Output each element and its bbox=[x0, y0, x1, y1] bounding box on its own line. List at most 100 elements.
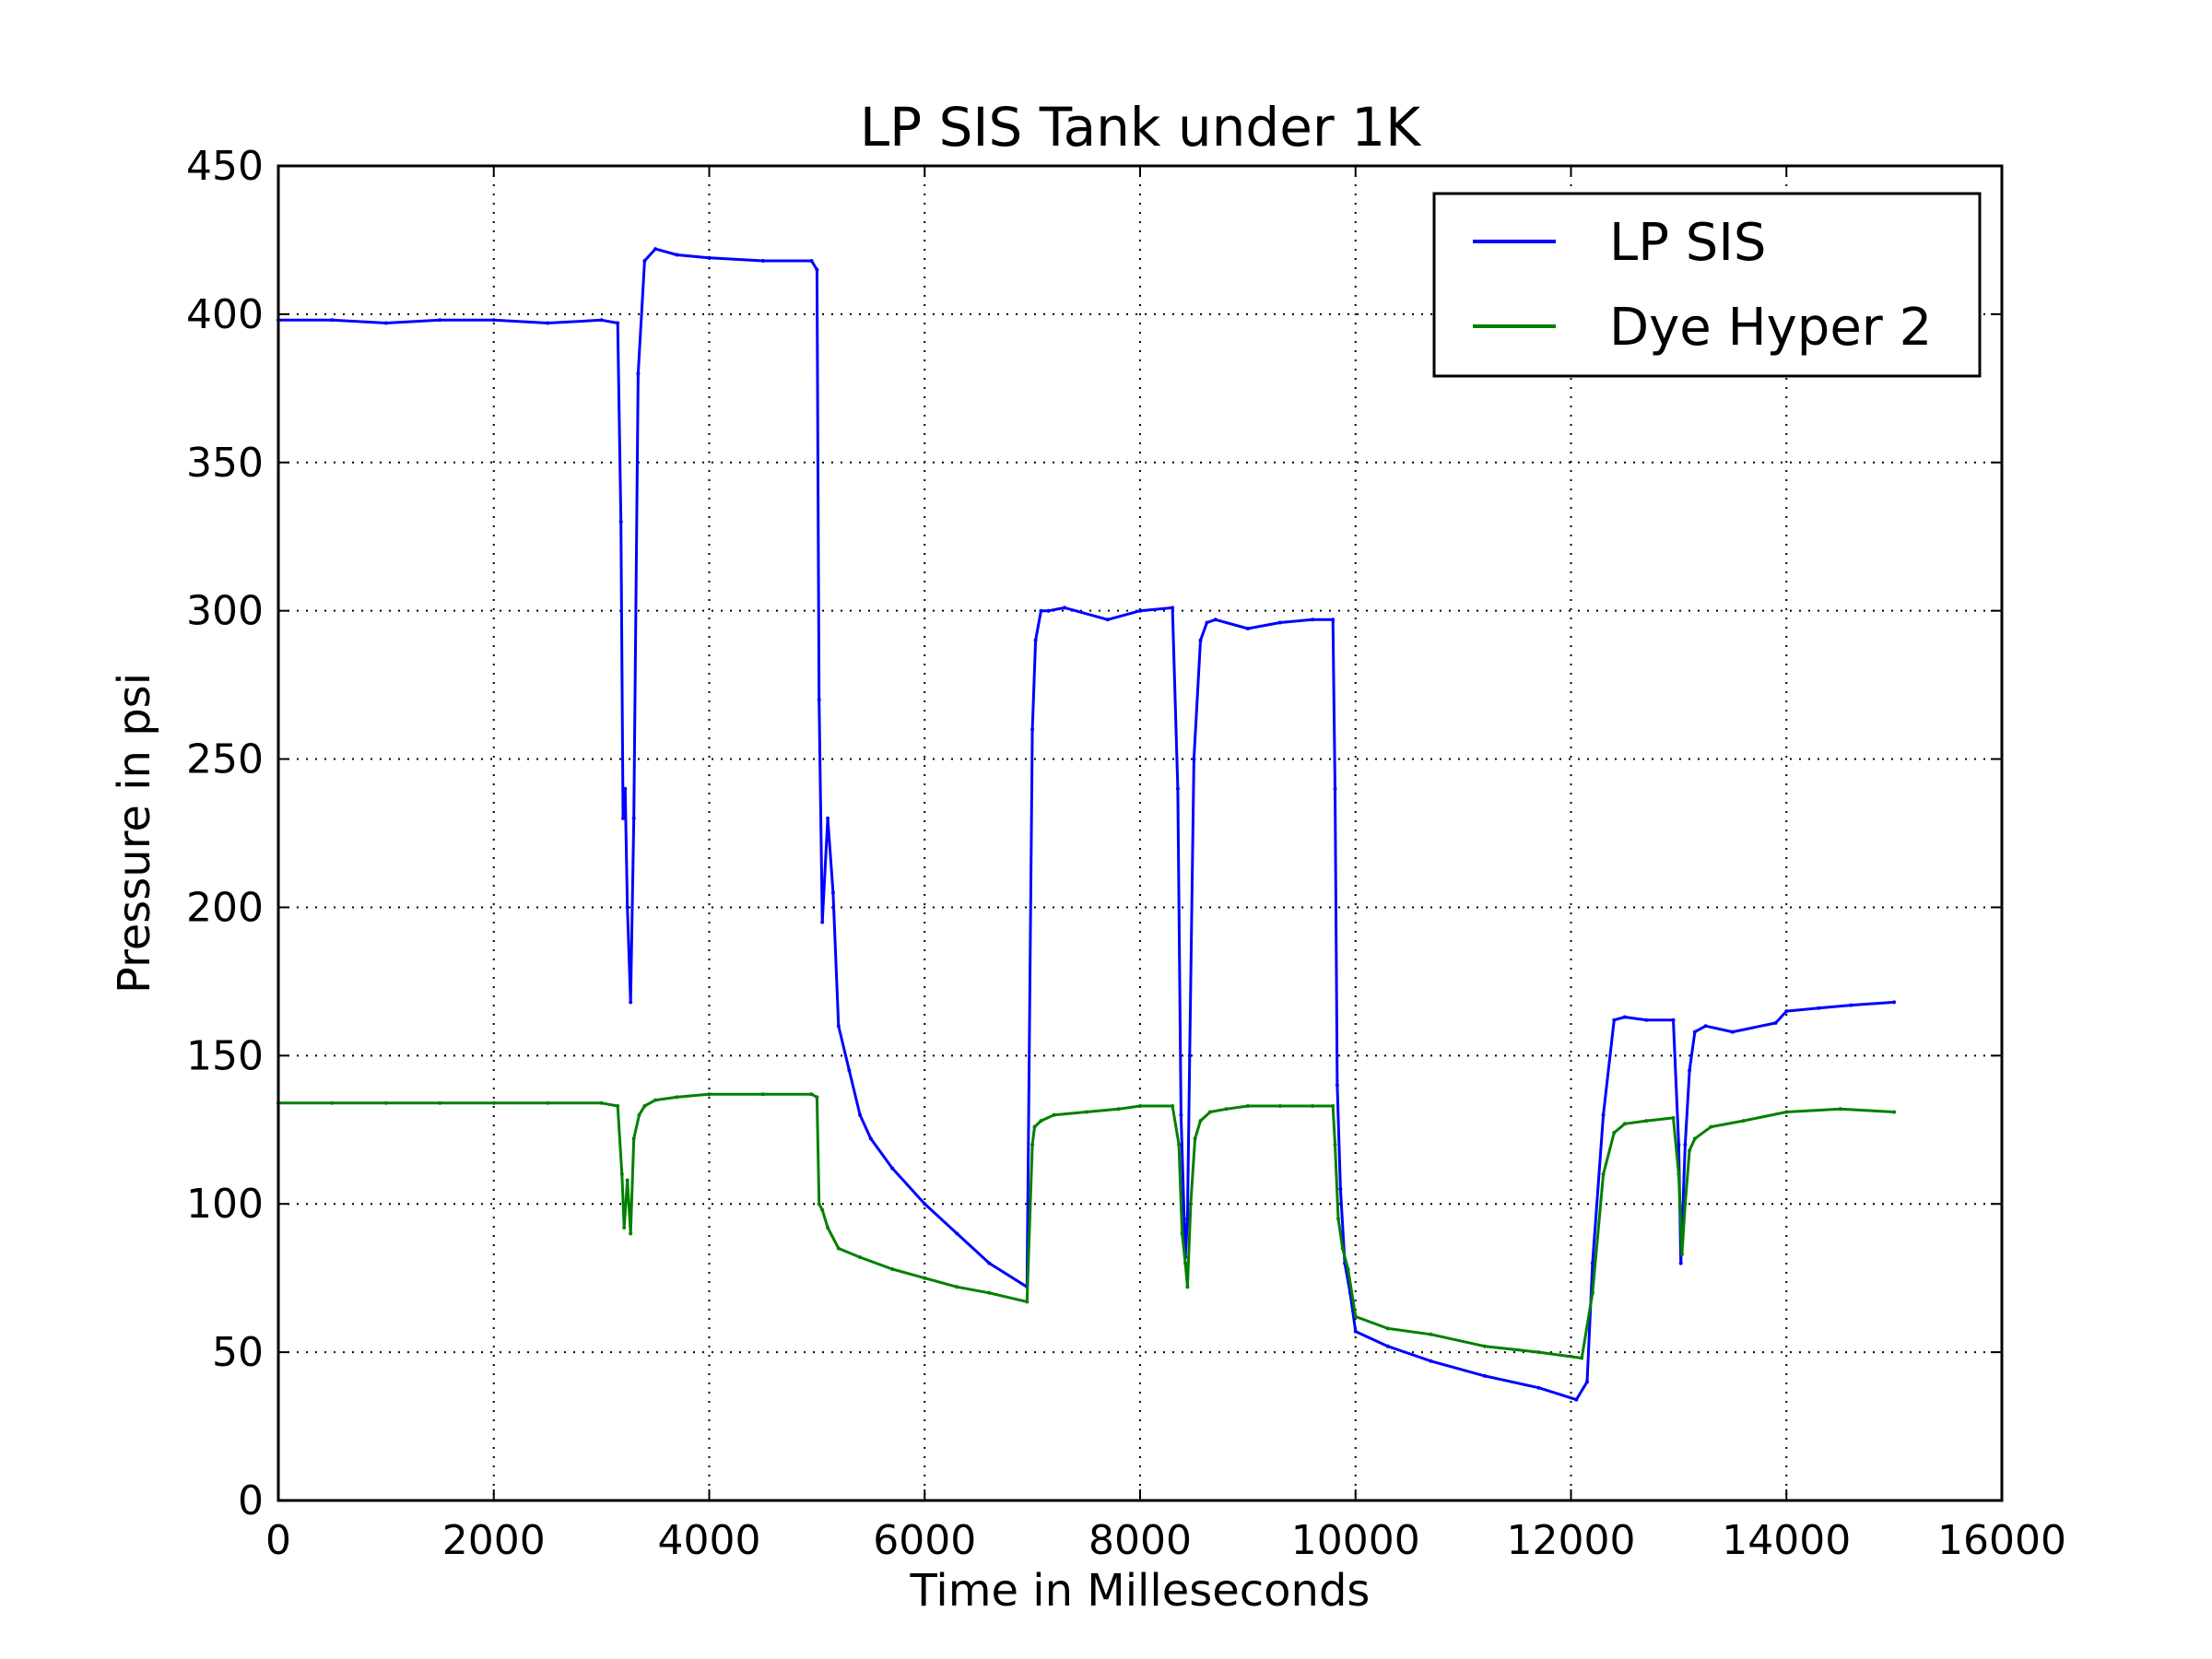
data-point bbox=[1622, 1122, 1627, 1126]
data-point bbox=[1033, 638, 1038, 642]
data-point bbox=[820, 1207, 825, 1212]
data-point bbox=[858, 1112, 863, 1117]
data-point bbox=[809, 259, 814, 263]
grid bbox=[278, 166, 2002, 1500]
data-point bbox=[1336, 1217, 1340, 1221]
data-point bbox=[1580, 1356, 1584, 1360]
data-point bbox=[1052, 1112, 1056, 1117]
data-point bbox=[1198, 1119, 1203, 1124]
data-point bbox=[642, 1104, 647, 1108]
data-point bbox=[847, 1068, 852, 1073]
data-point bbox=[642, 259, 647, 263]
data-point bbox=[1039, 1119, 1043, 1124]
data-point bbox=[1331, 618, 1335, 622]
data-point bbox=[631, 1136, 636, 1141]
data-point bbox=[1030, 1142, 1035, 1147]
data-point bbox=[629, 1000, 633, 1005]
data-point bbox=[707, 255, 712, 260]
x-tick-label: 14000 bbox=[1722, 1517, 1851, 1564]
data-point bbox=[438, 1100, 442, 1105]
data-point bbox=[1193, 1136, 1197, 1141]
data-point bbox=[826, 816, 830, 820]
data-point bbox=[330, 1100, 335, 1105]
x-tick-label: 0 bbox=[265, 1517, 291, 1564]
data-point bbox=[619, 1172, 624, 1176]
x-tick-label: 6000 bbox=[873, 1517, 976, 1564]
y-tick-label: 400 bbox=[186, 291, 264, 338]
data-point bbox=[890, 1166, 895, 1171]
data-point bbox=[1353, 1314, 1358, 1319]
data-point bbox=[1346, 1267, 1350, 1271]
data-point bbox=[1612, 1018, 1617, 1022]
data-point bbox=[675, 253, 679, 257]
series-line-0 bbox=[278, 247, 1895, 1402]
data-point bbox=[1185, 1285, 1190, 1289]
data-point bbox=[1175, 786, 1180, 791]
y-tick-label: 250 bbox=[186, 736, 264, 783]
data-point bbox=[625, 905, 629, 910]
data-point bbox=[923, 1202, 927, 1206]
data-point bbox=[1192, 757, 1196, 761]
data-point bbox=[1277, 1104, 1282, 1108]
series-line-1 bbox=[278, 1092, 1895, 1359]
y-tick-label: 450 bbox=[186, 143, 264, 190]
axis-ticks: 0 2000 4000 6000 8000 10000 12000 14000 16000 0 50… bbox=[186, 143, 2066, 1564]
data-point bbox=[1703, 1024, 1708, 1029]
data-point bbox=[1385, 1344, 1390, 1348]
data-point bbox=[890, 1267, 895, 1271]
data-point bbox=[1644, 1119, 1649, 1124]
data-point bbox=[383, 1100, 388, 1105]
y-tick-label: 200 bbox=[186, 884, 264, 931]
data-point bbox=[1208, 1110, 1212, 1114]
data-point bbox=[1536, 1350, 1541, 1355]
data-point bbox=[1709, 1124, 1713, 1129]
data-point bbox=[1574, 1397, 1579, 1402]
data-point bbox=[675, 1095, 679, 1100]
data-point bbox=[1245, 627, 1250, 630]
data-point bbox=[1838, 1107, 1842, 1112]
x-tick-label: 10000 bbox=[1291, 1517, 1420, 1564]
data-point bbox=[1741, 1119, 1746, 1124]
data-point bbox=[616, 1104, 620, 1108]
data-point bbox=[955, 1285, 959, 1289]
data-point bbox=[1773, 1020, 1778, 1025]
y-tick-label: 0 bbox=[238, 1477, 264, 1524]
data-point bbox=[625, 1178, 629, 1182]
data-point bbox=[1677, 1172, 1681, 1176]
data-point bbox=[1730, 1030, 1735, 1034]
data-point bbox=[1046, 608, 1051, 613]
y-tick-label: 350 bbox=[186, 440, 264, 487]
data-point bbox=[760, 259, 765, 263]
legend-box bbox=[1432, 192, 1982, 378]
y-tick-label: 50 bbox=[212, 1329, 264, 1376]
data-point bbox=[1084, 1110, 1088, 1114]
data-point bbox=[1311, 618, 1314, 622]
data-point bbox=[1692, 1030, 1697, 1034]
data-point bbox=[1105, 618, 1110, 622]
data-point bbox=[383, 321, 388, 325]
data-point bbox=[1892, 1110, 1897, 1114]
data-point bbox=[1032, 1124, 1037, 1129]
data-point bbox=[616, 321, 620, 325]
data-point bbox=[1331, 1104, 1335, 1108]
data-point bbox=[1338, 1187, 1343, 1192]
data-point bbox=[817, 698, 821, 702]
data-point bbox=[1198, 638, 1203, 642]
data-point bbox=[653, 1098, 658, 1102]
data-point bbox=[631, 816, 636, 820]
data-point bbox=[623, 786, 628, 791]
data-point bbox=[836, 1024, 841, 1029]
data-point bbox=[820, 920, 825, 924]
data-point bbox=[1683, 1202, 1688, 1206]
data-point bbox=[1679, 1252, 1684, 1256]
data-point bbox=[1333, 786, 1337, 791]
data-point bbox=[1483, 1373, 1487, 1378]
data-point bbox=[1333, 1142, 1337, 1147]
data-point bbox=[1429, 1359, 1433, 1363]
data-point bbox=[1187, 1053, 1192, 1058]
legend-label: Dye Hyper 2 bbox=[1609, 298, 1932, 358]
data-point bbox=[438, 318, 442, 323]
data-point bbox=[1849, 1003, 1853, 1007]
